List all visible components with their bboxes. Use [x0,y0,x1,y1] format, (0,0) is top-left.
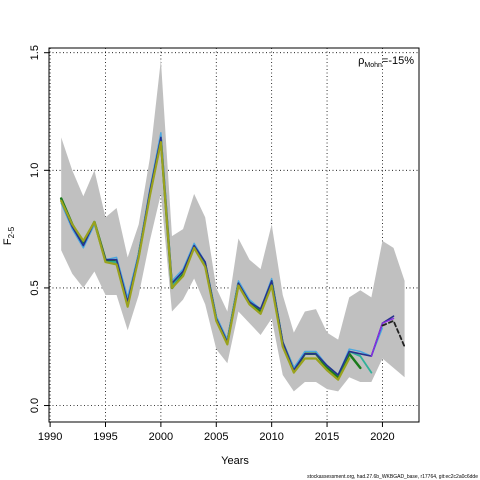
y-tick-label: 1.0 [29,163,41,178]
series-line [370,317,395,357]
x-tick-label: 1995 [93,431,117,443]
series-line [381,319,406,348]
mohn-rho-annotation: ρMohn=-15% [358,55,414,69]
mohn-rho-symbol: ρ [358,55,364,67]
x-axis-title: Years [221,455,249,467]
x-tick-label: 2015 [315,431,339,443]
series-layer [59,131,406,381]
confidence-band-layer [61,59,405,392]
footer-note: stockassessment.org, had.27.6b_WKBGAD_ba… [307,474,478,480]
y-tick-label: 0.0 [29,398,41,413]
y-axis-title: F2-5 [2,226,16,245]
x-tick-label: 2005 [204,431,228,443]
x-tick-label: 2010 [259,431,283,443]
x-tick-label: 2000 [149,431,173,443]
x-tick-label: 2020 [370,431,394,443]
y-axis-title-main: F [2,238,14,245]
series-line [60,140,351,381]
y-tick-label: 0.5 [29,280,41,295]
axes: 1990 1995 2000 2005 2010 2015 2020 0.0 0.5 1.0 1.5 [29,45,395,443]
y-tick-label: 1.5 [29,45,41,60]
mohn-rho-value: =-15% [382,55,414,67]
mohn-rho-subscript: Mohn [364,62,382,69]
y-axis-title-sub: 2-5 [7,226,16,238]
confidence-band [61,59,405,392]
plot-frame [48,47,420,423]
x-tick-label: 1990 [38,431,62,443]
